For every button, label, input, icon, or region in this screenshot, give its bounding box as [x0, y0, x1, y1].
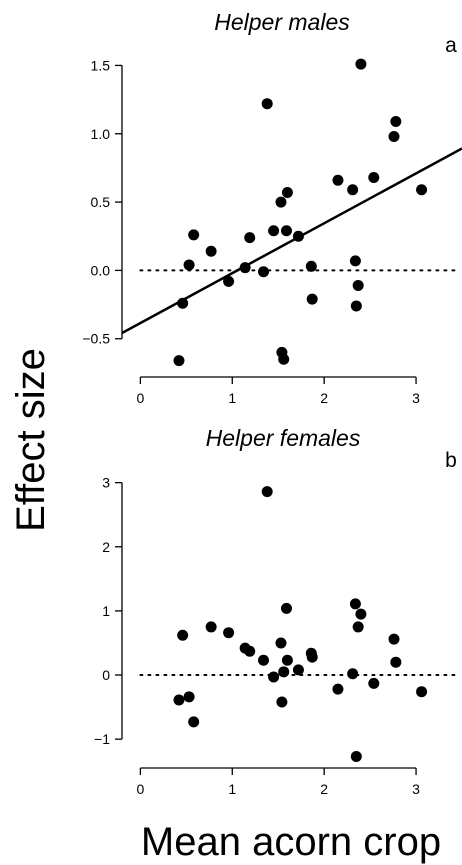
data-point: [347, 668, 359, 680]
x-tick-label: 3: [412, 390, 420, 406]
panel-helper-females: Helper females b −1 0 1 2 3 0 1 2 3: [94, 425, 457, 797]
y-tick-label: 3: [102, 475, 110, 491]
data-point: [352, 279, 364, 291]
data-point: [416, 686, 428, 698]
data-point: [350, 300, 362, 312]
data-point: [261, 486, 273, 498]
x-tick-label: 2: [320, 781, 328, 797]
data-point: [173, 694, 185, 706]
data-point: [350, 750, 362, 762]
data-point: [368, 677, 380, 689]
data-point: [416, 184, 428, 196]
y-tick-label: −0.5: [82, 331, 110, 347]
panel-helper-males: Helper males a −0.5 0.0 0.5 1.0 1.5 0 1 2 3: [82, 9, 462, 406]
data-point: [281, 654, 293, 666]
data-point: [183, 259, 195, 271]
data-point: [275, 637, 287, 649]
data-point: [188, 716, 200, 728]
data-point: [368, 171, 380, 183]
data-point: [268, 225, 280, 237]
data-point: [223, 275, 235, 287]
data-point: [292, 230, 304, 242]
y-tick-label: 0: [102, 667, 110, 683]
data-point: [223, 627, 235, 639]
data-point: [275, 196, 287, 208]
data-point: [280, 602, 292, 614]
y-tick-label: 1.5: [91, 57, 111, 73]
data-point: [355, 608, 367, 620]
data-point: [306, 293, 318, 305]
data-point: [388, 633, 400, 645]
data-point: [205, 621, 217, 633]
data-point: [332, 174, 344, 186]
data-point: [332, 683, 344, 695]
x-tick-label: 1: [228, 781, 236, 797]
data-point: [347, 184, 359, 196]
data-point: [390, 115, 402, 127]
x-axis-label: Mean acorn crop: [141, 820, 441, 864]
data-point: [173, 355, 185, 367]
data-point: [390, 656, 402, 668]
data-point: [278, 353, 290, 365]
x-tick-label: 0: [136, 390, 144, 406]
panel-letter: b: [445, 449, 457, 472]
data-point: [281, 187, 293, 199]
data-point: [388, 130, 400, 142]
data-point: [278, 666, 290, 678]
data-point: [268, 671, 280, 683]
regression-line: [121, 147, 462, 335]
data-point: [205, 245, 217, 257]
data-point: [244, 232, 256, 244]
y-tick-label: 1: [102, 603, 110, 619]
data-point: [244, 645, 256, 657]
y-tick-label: 2: [102, 539, 110, 555]
data-point: [276, 696, 288, 708]
y-tick-label: −1: [94, 731, 110, 747]
x-tick-label: 3: [412, 781, 420, 797]
data-point: [177, 629, 189, 641]
x-tick-label: 1: [228, 390, 236, 406]
y-axis-label: Effect size: [9, 348, 53, 532]
panel-title: Helper females: [206, 425, 361, 451]
data-point: [349, 598, 361, 610]
x-tick-label: 0: [136, 781, 144, 797]
data-point: [306, 651, 318, 663]
data-point: [280, 225, 292, 237]
y-tick-label: 0.5: [91, 194, 111, 210]
x-tick-label: 2: [320, 390, 328, 406]
data-point: [305, 260, 317, 272]
data-point: [239, 262, 251, 274]
panel-title: Helper males: [214, 9, 350, 35]
data-point: [349, 255, 361, 267]
data-point: [258, 654, 270, 666]
data-point: [183, 691, 195, 703]
panel-letter: a: [445, 34, 457, 57]
y-tick-label: 0.0: [91, 262, 111, 278]
data-point: [355, 58, 367, 70]
data-point: [177, 297, 189, 309]
data-point: [258, 266, 270, 278]
data-point: [352, 621, 364, 633]
data-point: [292, 664, 304, 676]
data-point: [261, 98, 273, 110]
y-tick-label: 1.0: [91, 126, 111, 142]
data-point: [188, 229, 200, 241]
